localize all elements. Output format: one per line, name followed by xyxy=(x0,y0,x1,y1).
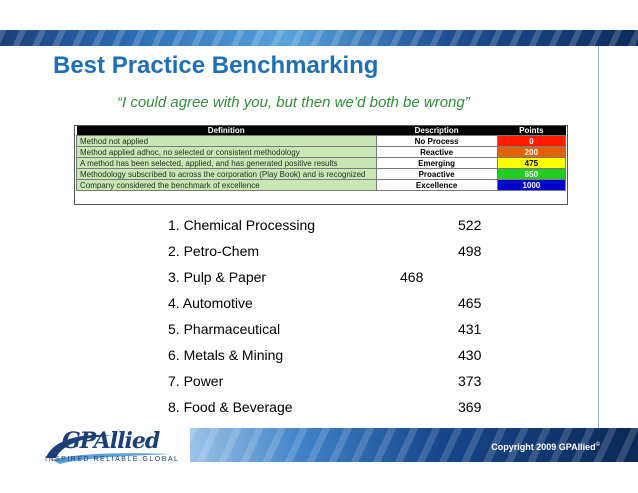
table-header-row: Definition Description Points xyxy=(76,126,566,136)
industry-label: 5. Pharmaceutical xyxy=(168,321,281,337)
header-banner xyxy=(0,30,638,46)
industry-score: 373 xyxy=(458,373,482,389)
header-points: Points xyxy=(497,126,566,136)
copyright-text: Copyright 2009 GPAllied© xyxy=(491,442,600,452)
industry-label: 2. Petro-Chem xyxy=(168,243,260,259)
list-item: 3. Pulp & Paper 468 xyxy=(168,269,498,295)
industry-score: 465 xyxy=(458,295,482,311)
industry-label: 1. Chemical Processing xyxy=(168,217,316,233)
industry-score: 430 xyxy=(458,347,482,363)
list-item: 2. Petro-Chem 498 xyxy=(168,243,498,269)
description-cell: Excellence xyxy=(375,179,498,191)
points-cell: 200 xyxy=(496,146,567,158)
gpallied-logo-text: GPAllied xyxy=(62,428,160,454)
industry-score: 369 xyxy=(458,399,482,415)
table-row: Company considered the benchmark of exce… xyxy=(76,179,567,191)
description-cell: Reactive xyxy=(375,146,498,158)
slide-title: Best Practice Benchmarking xyxy=(53,52,379,79)
list-item: 6. Metals & Mining 430 xyxy=(168,347,498,373)
industry-label: 6. Metals & Mining xyxy=(168,347,284,363)
benchmark-table: Definition Description Points Method not… xyxy=(76,126,567,191)
definition-cell: A method has been selected, applied, and… xyxy=(76,157,377,169)
table-row: A method has been selected, applied, and… xyxy=(76,157,567,169)
header-definition: Definition xyxy=(76,126,376,136)
footer-banner xyxy=(190,428,638,462)
definition-cell: Methodology subscribed to across the cor… xyxy=(76,168,377,180)
table-row: Methodology subscribed to across the cor… xyxy=(76,168,567,180)
copyright-label: Copyright 2009 GPAllied xyxy=(491,442,596,452)
industry-label: 8. Food & Beverage xyxy=(168,399,293,415)
slide-quote: “I could agree with you, but then we’d b… xyxy=(117,94,470,111)
list-item: 8. Food & Beverage 369 xyxy=(168,399,498,425)
definition-cell: Company considered the benchmark of exce… xyxy=(76,179,377,191)
header-banner-texture xyxy=(0,30,638,46)
table-frame xyxy=(74,125,568,205)
industry-score: 468 xyxy=(400,269,424,285)
industry-score: 431 xyxy=(458,321,482,337)
points-cell: 0 xyxy=(496,135,567,147)
definition-cell: Method not applied xyxy=(76,135,377,147)
right-divider xyxy=(598,46,599,430)
industry-label: 7. Power xyxy=(168,373,224,389)
list-item: 5. Pharmaceutical 431 xyxy=(168,321,498,347)
table-row: Method applied adhoc, no selected or con… xyxy=(76,146,567,158)
industry-ranking-list: 1. Chemical Processing 522 2. Petro-Chem… xyxy=(168,217,498,425)
table-row: Method not applied No Process 0 xyxy=(76,135,567,147)
definition-cell: Method applied adhoc, no selected or con… xyxy=(76,146,377,158)
list-item: 4. Automotive 465 xyxy=(168,295,498,321)
list-item: 7. Power 373 xyxy=(168,373,498,399)
industry-score: 498 xyxy=(458,243,482,259)
gpallied-logo-swoosh xyxy=(46,434,172,464)
list-item: 1. Chemical Processing 522 xyxy=(168,217,498,243)
description-cell: No Process xyxy=(375,135,498,147)
copyright-mark: © xyxy=(595,442,600,448)
description-cell: Proactive xyxy=(375,168,498,180)
points-cell: 1000 xyxy=(496,179,567,191)
footer-banner-texture xyxy=(190,428,638,462)
industry-label: 3. Pulp & Paper xyxy=(168,269,267,285)
logo-tagline: INSPIRED.RELIABLE.GLOBAL xyxy=(45,456,180,463)
points-cell: 475 xyxy=(496,157,567,169)
industry-score: 522 xyxy=(458,217,482,233)
points-cell: 650 xyxy=(496,168,567,180)
description-cell: Emerging xyxy=(375,157,498,169)
industry-label: 4. Automotive xyxy=(168,295,253,311)
header-description: Description xyxy=(376,126,498,136)
